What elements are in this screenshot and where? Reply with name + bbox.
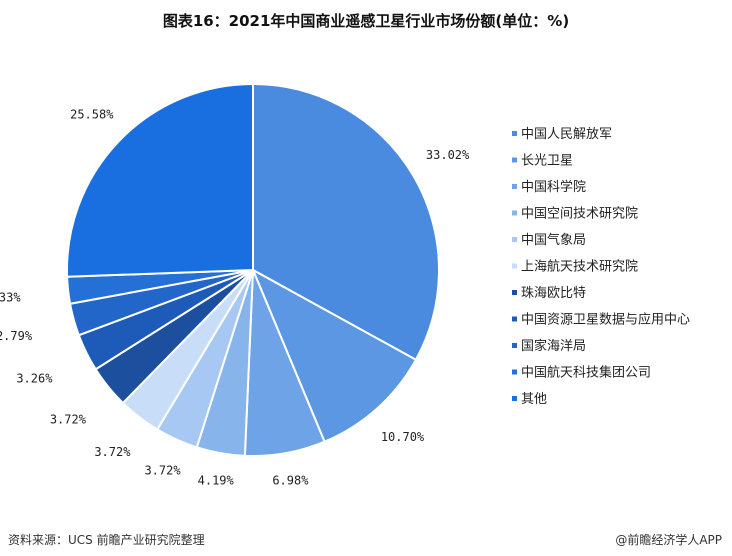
slice-label: 2.79% (0, 329, 33, 343)
slice-label: 3.72% (94, 445, 131, 459)
pie-slice (250, 267, 418, 443)
legend-item-label: 上海航天技术研究院 (521, 259, 638, 275)
pie-slices (66, 82, 440, 457)
legend-swatch (512, 396, 517, 401)
legend-item-label: 中国航天科技集团公司 (521, 365, 651, 381)
slice-label: 2.33% (0, 291, 21, 305)
slice-label: 3.26% (16, 371, 53, 385)
legend-item-label: 国家海洋局 (521, 338, 586, 354)
legend-item-label: 长光卫星 (521, 154, 573, 169)
slice-label: 25.58% (70, 108, 114, 122)
legend-swatch (512, 131, 517, 136)
slice-labels: 33.02% 10.70% 6.98% 4.19% 3.72% 3.72% 3.72% 3.2… (0, 108, 470, 488)
legend-swatch (512, 263, 517, 269)
legend-swatch (512, 343, 517, 348)
legend: 中国人民解放军长光卫星中国科学院中国空间技术研究院中国气象局上海航天技术研究院珠… (512, 127, 690, 407)
brand-credit: @前瞻经济学人APP (615, 533, 722, 547)
legend-swatch (512, 316, 517, 322)
slice-label: 3.72% (50, 413, 87, 427)
legend-item-label: 珠海欧比特 (521, 286, 586, 301)
legend-item-label: 其他 (521, 392, 547, 407)
pie-slice (252, 82, 440, 362)
slice-label: 10.70% (381, 430, 425, 444)
slice-label: 3.72% (144, 464, 181, 478)
legend-item-label: 中国空间技术研究院 (521, 207, 638, 222)
source-note: 资料来源：UCS 前瞻产业研究院整理 (8, 533, 205, 547)
legend-swatch (512, 290, 517, 295)
pie-slice (66, 82, 254, 278)
legend-swatch (512, 210, 517, 216)
slice-label: 4.19% (198, 474, 235, 488)
legend-item-label: 中国资源卫星数据与应用中心 (521, 312, 690, 328)
legend-item-label: 中国人民解放军 (521, 127, 612, 142)
legend-swatch (512, 184, 517, 189)
legend-swatch (512, 157, 517, 163)
legend-item-label: 中国科学院 (521, 179, 586, 195)
slice-label: 33.02% (426, 148, 470, 162)
legend-swatch (512, 237, 517, 242)
legend-item-label: 中国气象局 (521, 232, 586, 248)
legend-swatch (512, 369, 517, 375)
chart-title: 图表16：2021年中国商业遥感卫星行业市场份额(单位：%) (162, 12, 570, 30)
slice-label: 6.98% (272, 474, 309, 488)
